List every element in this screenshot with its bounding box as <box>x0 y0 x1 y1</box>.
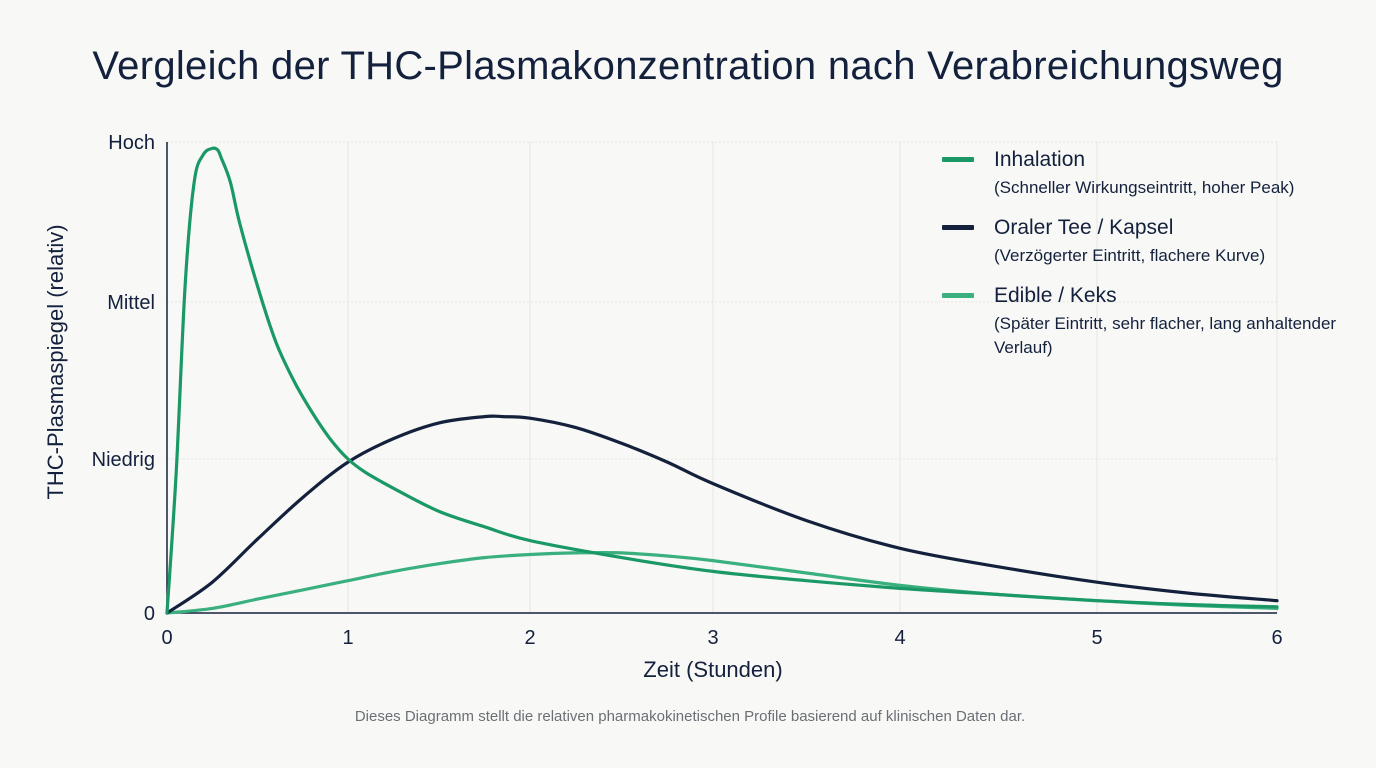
legend-label: Oraler Tee / Kapsel <box>994 216 1174 239</box>
series-line-oraler-tee-kapsel <box>165 414 1279 615</box>
x-tick-label: 0 <box>161 627 172 649</box>
legend-swatch <box>942 157 974 162</box>
x-tick-label: 1 <box>342 627 353 649</box>
legend-swatch <box>942 225 974 230</box>
y-tick-label: Niedrig <box>92 449 155 471</box>
x-tick-label: 4 <box>894 627 905 649</box>
x-tick-label: 5 <box>1091 627 1102 649</box>
legend-description: (Verzögerter Eintritt, flachere Kurve) <box>994 246 1266 265</box>
y-axis-label: THC-Plasmaspiegel (relativ) <box>43 224 68 499</box>
footnote: Dieses Diagramm stellt die relativen pha… <box>354 708 1026 725</box>
chart-title: Vergleich der THC-Plasmakonzentration na… <box>92 44 1284 88</box>
legend-label: Inhalation <box>994 148 1086 171</box>
legend-swatch <box>942 293 974 298</box>
series-lines <box>165 146 1279 615</box>
x-tick-label: 6 <box>1271 627 1282 649</box>
legend: Inhalation (Schneller Wirkungseintritt, … <box>942 146 1362 374</box>
legend-description: (Später Eintritt, sehr flacher, lang anh… <box>994 314 1337 357</box>
legend-description: (Schneller Wirkungseintritt, hoher Peak) <box>994 178 1295 197</box>
legend-item-inhalation: Inhalation (Schneller Wirkungseintritt, … <box>942 146 1362 200</box>
x-tick-label: 3 <box>707 627 718 649</box>
x-axis-label: Zeit (Stunden) <box>643 657 782 682</box>
y-tick-label: Hoch <box>108 132 155 154</box>
y-tick-label: 0 <box>144 603 155 625</box>
y-tick-label: Mittel <box>107 292 155 314</box>
legend-item-edible: Edible / Keks (Später Eintritt, sehr fla… <box>942 282 1362 360</box>
axes <box>166 142 1277 614</box>
legend-label: Edible / Keks <box>994 284 1117 307</box>
series-line-inhalation <box>165 146 1279 615</box>
legend-item-oral: Oraler Tee / Kapsel (Verzögerter Eintrit… <box>942 214 1362 268</box>
tick-labels: 0 1 2 3 4 5 6 0 Niedrig Mittel Hoch <box>92 132 1283 649</box>
x-tick-label: 2 <box>524 627 535 649</box>
